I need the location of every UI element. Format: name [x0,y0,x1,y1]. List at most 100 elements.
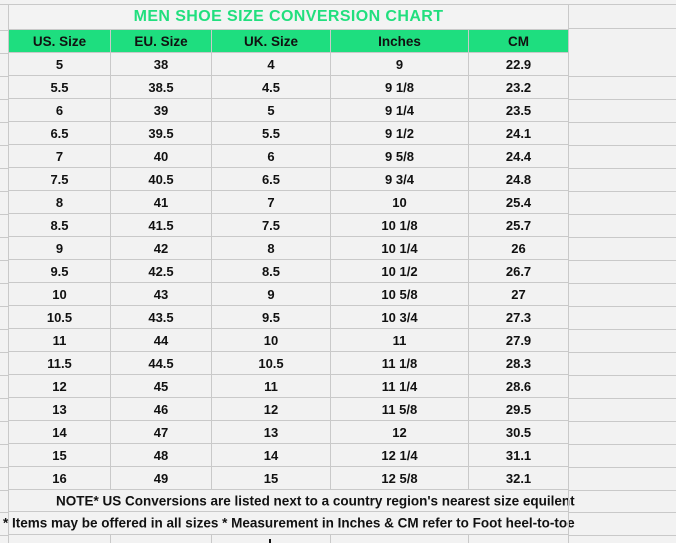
table-cell[interactable]: 5 [211,98,331,122]
table-cell[interactable]: 11 1/8 [330,351,469,375]
note-cell[interactable]: * Items may be offered in all sizes * Me… [3,511,575,535]
table-cell[interactable]: 12 [211,397,331,421]
table-cell[interactable]: 26 [467,236,570,260]
table-cell[interactable]: 22.9 [467,52,570,76]
table-cell[interactable]: 9 [211,282,331,306]
table-cell[interactable]: 38 [110,52,212,76]
column-header-cm[interactable]: CM [467,29,570,53]
table-cell[interactable]: 47 [110,420,212,444]
table-cell[interactable]: 40 [110,144,212,168]
table-cell[interactable]: 28.3 [467,351,570,375]
table-cell[interactable]: 16 [8,466,111,490]
column-header-us-size[interactable]: US. Size [8,29,111,53]
table-cell[interactable]: 14 [211,443,331,467]
table-cell[interactable]: 7.5 [211,213,331,237]
column-header-eu-size[interactable]: EU. Size [110,29,212,53]
table-cell[interactable]: 24.1 [467,121,570,145]
table-cell[interactable]: 6.5 [211,167,331,191]
table-cell[interactable]: 10 1/2 [330,259,469,283]
table-cell[interactable]: 31.1 [467,443,570,467]
table-cell[interactable]: 12 1/4 [330,443,469,467]
table-cell[interactable]: 26.7 [467,259,570,283]
table-cell[interactable]: 9 1/4 [330,98,469,122]
table-cell[interactable]: 5 [8,52,111,76]
table-cell[interactable]: 9 1/2 [330,121,469,145]
table-cell[interactable]: 9 3/4 [330,167,469,191]
table-cell[interactable]: 29.5 [467,397,570,421]
table-cell[interactable]: 39 [110,98,212,122]
table-cell[interactable]: 9 5/8 [330,144,469,168]
table-cell[interactable]: 6 [211,144,331,168]
table-cell[interactable]: 38.5 [110,75,212,99]
table-cell[interactable]: 12 [8,374,111,398]
table-title-cell[interactable]: MEN SHOE SIZE CONVERSION CHART [7,4,570,30]
table-cell[interactable]: 11 5/8 [330,397,469,421]
table-cell[interactable]: 30.5 [467,420,570,444]
table-cell[interactable]: 8 [8,190,111,214]
table-cell[interactable]: 28.6 [467,374,570,398]
table-cell[interactable]: 10 [211,328,331,352]
table-cell[interactable]: 10 [330,190,469,214]
table-cell[interactable]: 9 1/8 [330,75,469,99]
table-cell[interactable]: 24.4 [467,144,570,168]
table-cell[interactable]: 11 [8,328,111,352]
table-cell[interactable]: 8.5 [8,213,111,237]
table-cell[interactable]: 27.9 [467,328,570,352]
column-header-uk-size[interactable]: UK. Size [211,29,331,53]
table-cell[interactable]: 7.5 [8,167,111,191]
table-cell[interactable]: 11 [211,374,331,398]
table-cell[interactable]: 11 1/4 [330,374,469,398]
table-cell[interactable]: 4.5 [211,75,331,99]
table-cell[interactable]: 27.3 [467,305,570,329]
table-cell[interactable]: 5.5 [211,121,331,145]
table-cell[interactable]: 9 [330,52,469,76]
table-cell[interactable]: 49 [110,466,212,490]
table-cell[interactable]: 6.5 [8,121,111,145]
table-cell[interactable]: 10 [8,282,111,306]
table-cell[interactable]: 14 [8,420,111,444]
table-cell[interactable]: 10 1/8 [330,213,469,237]
table-cell[interactable]: 25.4 [467,190,570,214]
table-cell[interactable]: 23.5 [467,98,570,122]
table-cell[interactable]: 39.5 [110,121,212,145]
table-cell[interactable]: 40.5 [110,167,212,191]
table-cell[interactable]: 10 3/4 [330,305,469,329]
table-cell[interactable]: 24.8 [467,167,570,191]
table-cell[interactable]: 7 [211,190,331,214]
table-cell[interactable]: 15 [8,443,111,467]
table-cell[interactable]: 10.5 [8,305,111,329]
table-cell[interactable]: 9.5 [211,305,331,329]
table-cell[interactable]: 41.5 [110,213,212,237]
table-cell[interactable]: 10.5 [211,351,331,375]
table-cell[interactable]: 13 [8,397,111,421]
table-cell[interactable]: 43 [110,282,212,306]
table-cell[interactable]: 12 [330,420,469,444]
table-cell[interactable]: 15 [211,466,331,490]
table-cell[interactable]: 44 [110,328,212,352]
table-cell[interactable]: 7 [8,144,111,168]
table-cell[interactable]: 9 [8,236,111,260]
table-cell[interactable]: 46 [110,397,212,421]
table-cell[interactable]: 12 5/8 [330,466,469,490]
table-cell[interactable]: 45 [110,374,212,398]
table-cell[interactable]: 48 [110,443,212,467]
table-cell[interactable]: 43.5 [110,305,212,329]
table-cell[interactable]: 11 [330,328,469,352]
note-cell[interactable]: NOTE* US Conversions are listed next to … [7,489,575,512]
column-header-inches[interactable]: Inches [330,29,469,53]
table-cell[interactable]: 13 [211,420,331,444]
table-cell[interactable]: 23.2 [467,75,570,99]
table-cell[interactable]: 10 1/4 [330,236,469,260]
table-cell[interactable]: 10 5/8 [330,282,469,306]
table-cell[interactable]: 5.5 [8,75,111,99]
table-cell[interactable]: 32.1 [467,466,570,490]
table-cell[interactable]: 6 [8,98,111,122]
table-cell[interactable]: 9.5 [8,259,111,283]
table-cell[interactable]: 8 [211,236,331,260]
table-cell[interactable]: 11.5 [8,351,111,375]
table-cell[interactable]: 42.5 [110,259,212,283]
table-cell[interactable]: 41 [110,190,212,214]
table-cell[interactable]: 4 [211,52,331,76]
table-cell[interactable]: 8.5 [211,259,331,283]
table-cell[interactable]: 27 [467,282,570,306]
